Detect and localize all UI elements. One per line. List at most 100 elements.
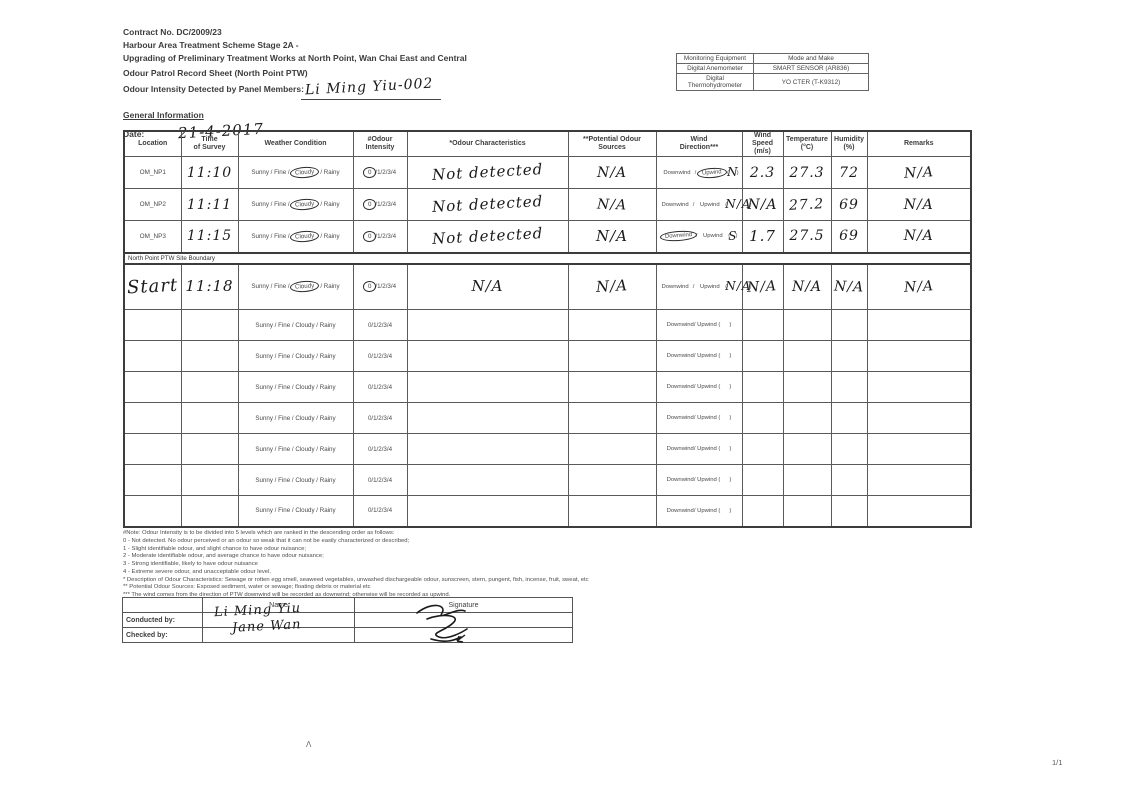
record-row-om-np1: OM_NP1 11:10 Sunny / Fine / Cloudy / Rai… [123,156,972,190]
temperature-cell [782,495,832,528]
characteristics-cell [406,340,569,373]
time-cell [180,402,239,435]
humidity-cell [830,433,868,466]
col-header-weather: Weather Condition [237,130,354,158]
remarks-cell: N/A [866,220,972,254]
remarks-cell: N/A [866,263,972,311]
sources-cell: N/A [567,263,657,311]
intensity-cell: 0/1/2/3/4 [352,263,408,311]
scheme-title-line1: Harbour Area Treatment Scheme Stage 2A - [123,39,299,50]
contract-number: Contract No. DC/2009/23 [123,27,222,37]
remarks-cell: N/A [866,188,972,222]
temperature-cell [782,371,832,404]
characteristics-cell [406,464,569,497]
equipment-col-header: Monitoring Equipment [676,53,754,64]
location-cell: OM_NP2 [123,188,182,222]
location-cell [123,433,182,466]
wind-direction-cell: Downwind/ Upwind () [655,495,743,528]
humidity-cell [830,340,868,373]
remarks-cell [866,402,972,435]
wind-direction-cell: Downwind/ Upwind () [655,433,743,466]
empty-corner-cell [122,597,203,613]
page-number: 1/1 [1052,758,1063,767]
intensity-cell: 0/1/2/3/4 [352,464,408,497]
wind-speed-cell [741,309,784,342]
humidity-cell [830,495,868,528]
time-cell: 11:10 [180,156,239,190]
col-header-humidity: Humidity (%) [830,130,868,158]
general-information-heading: General Information [123,110,204,120]
wind-speed-cell [741,495,784,528]
intensity-cell: 0/1/2/3/4 [352,156,408,190]
sheet-title: Odour Patrol Record Sheet (North Point P… [123,68,308,79]
remarks-cell [866,464,972,497]
location-cell [123,495,182,528]
footnote-line: *** The wind comes from the direction of… [123,592,451,599]
sources-cell [567,340,657,373]
sources-cell [567,495,657,528]
wind-speed-cell [741,402,784,435]
location-cell [123,309,182,342]
characteristics-cell [406,371,569,404]
panel-member-label: Odour Intensity Detected by Panel Member… [123,84,304,94]
intensity-cell: 0/1/2/3/4 [352,188,408,222]
humidity-cell: 69 [830,188,868,222]
wind-speed-cell: 2.3 [741,156,784,190]
section-band-label: North Point PTW Site Boundary [123,251,972,265]
intensity-cell: 0/1/2/3/4 [352,402,408,435]
intensity-cell: 0/1/2/3/4 [352,433,408,466]
conducted-by-label: Conducted by: [122,612,203,628]
signature-block: Name Signature Conducted by: Checked by:… [122,597,573,647]
humidity-cell [830,309,868,342]
time-cell: 11:18 [180,263,239,311]
record-row-empty: Sunny / Fine / Cloudy / Rainy 0/1/2/3/4 … [123,433,972,466]
remarks-cell [866,371,972,404]
record-row-empty: Sunny / Fine / Cloudy / Rainy 0/1/2/3/4 … [123,340,972,373]
location-cell [123,340,182,373]
wind-direction-cell: Downwind / Upwind (N) [655,156,743,190]
temperature-cell: N/A [782,263,832,311]
table-row: Monitoring Equipment Mode and Make [676,53,869,64]
weather-cell: Sunny / Fine / Cloudy / Rainy [237,464,354,497]
time-cell: 11:11 [180,188,239,222]
sources-cell: N/A [567,188,657,222]
odour-patrol-record-table: Location Time of Survey Weather Conditio… [123,130,972,528]
remarks-cell: N/A [866,156,972,190]
footnotes: #Note: Odour Intensity is to be divided … [123,530,883,600]
weather-cell: Sunny / Fine / Cloudy / Rainy [237,220,354,254]
record-row-empty: Sunny / Fine / Cloudy / Rainy 0/1/2/3/4 … [123,309,972,342]
col-header-characteristics: *Odour Characteristics [406,130,569,158]
remarks-cell [866,340,972,373]
wind-direction-cell: Downwind / Upwind (N/A) [655,188,751,222]
time-cell [180,340,239,373]
table-row: Digital Thermohydrometer YO CTER (T-K931… [676,73,869,91]
wind-direction-cell: Downwind / Upwind (N/A) [655,263,751,311]
equipment-model: YO CTER (T-K9312) [753,73,869,91]
model-col-header: Mode and Make [753,53,869,64]
characteristics-cell [406,402,569,435]
col-header-temperature: Temperature (°C) [782,130,832,158]
table-row: Checked by: [122,627,573,643]
monitoring-equipment-table: Monitoring Equipment Mode and Make Digit… [676,53,869,91]
wind-direction-cell: Downwind/ Upwind () [655,309,743,342]
section-band-row: North Point PTW Site Boundary [123,251,972,265]
characteristics-cell: N/A [406,263,569,311]
characteristics-cell [406,309,569,342]
wind-direction-cell: Downwind / Upwind (S) [655,220,743,254]
wind-direction-cell: Downwind/ Upwind () [655,340,743,373]
checked-by-label: Checked by: [122,627,203,643]
intensity-cell: 0/1/2/3/4 [352,309,408,342]
checked-signature-cell [354,627,573,643]
panel-member-name-handwritten: Li Ming Yiu-002 [304,75,434,99]
temperature-cell [782,464,832,497]
wind-speed-cell: 1.7 [741,220,784,254]
record-row-om-np3: OM_NP3 11:15 Sunny / Fine / Cloudy / Rai… [123,220,972,254]
humidity-cell [830,402,868,435]
humidity-cell: 72 [830,156,868,190]
col-header-location: Location [123,130,182,158]
temperature-cell [782,402,832,435]
sources-cell [567,371,657,404]
weather-cell: Sunny / Fine / Cloudy / Rainy [237,340,354,373]
temperature-cell: 27.5 [782,220,832,254]
